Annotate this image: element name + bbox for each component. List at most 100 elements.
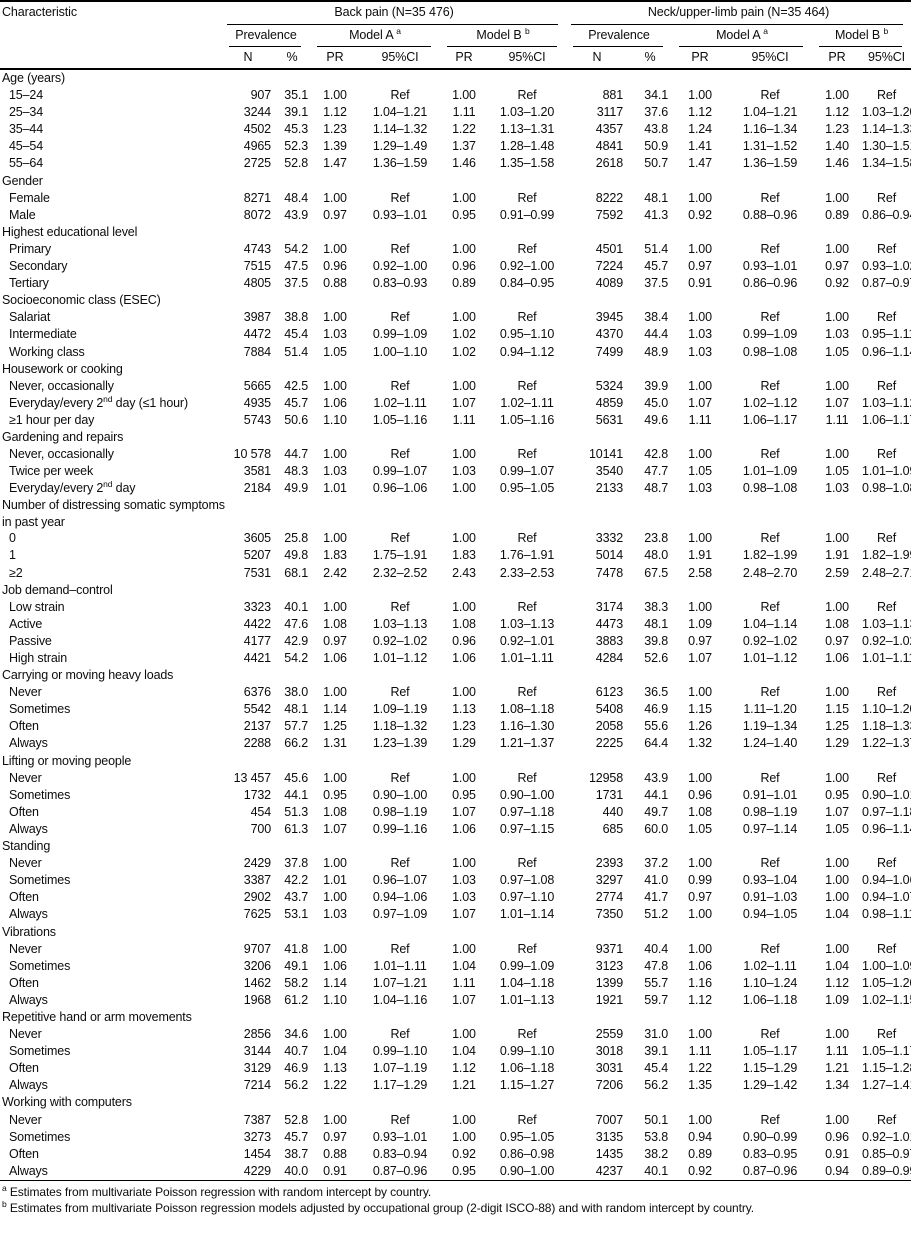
value-cell: 1.01–1.12 xyxy=(742,651,798,665)
section-label: Job demand–control xyxy=(2,582,113,597)
value-cell: 1.13 xyxy=(452,702,476,717)
value-cell: 49.8 xyxy=(284,548,308,563)
value-cell: 0.93–1.04 xyxy=(742,873,798,888)
col-header-pr: PR xyxy=(672,47,729,70)
value-cell: 1.00 xyxy=(323,1027,347,1042)
value-cell: 0.92–1.00 xyxy=(499,259,555,274)
value-cell: 1.16 xyxy=(688,975,712,990)
value-cell: 1.07 xyxy=(452,804,476,819)
value-cell: Ref xyxy=(760,531,780,546)
value-cell: 1.31 xyxy=(323,736,347,751)
value-cell: 1.03 xyxy=(452,464,476,479)
value-cell: 1.05–1.16 xyxy=(499,412,555,427)
value-cell: 1.11 xyxy=(452,975,476,990)
value-cell: 1.00 xyxy=(452,378,476,393)
value-cell: Ref xyxy=(390,190,410,205)
value-cell: 1.04 xyxy=(452,958,476,973)
row-label: Passive xyxy=(9,633,52,648)
row-label: Always xyxy=(9,1163,48,1178)
value-cell: 1.00 xyxy=(452,447,476,462)
table-row: Never, occasionally 5665 42.5 1.00 Ref 1.00 Re… xyxy=(0,378,911,395)
value-cell: 1.08 xyxy=(323,804,347,819)
value-cell: 1.03 xyxy=(825,327,849,342)
value-cell: 2.42 xyxy=(323,565,347,580)
value-cell: 42.9 xyxy=(284,633,308,648)
row-label: 15–24 xyxy=(9,88,44,103)
table-row: Often 454 51.3 1.08 0.98–1.19 1.07 0.97–1.18 44… xyxy=(0,804,911,821)
table-row: Always 7625 53.1 1.03 0.97–1.09 1.07 1.01–1.14… xyxy=(0,906,911,923)
value-cell: 0.96 xyxy=(825,1129,849,1144)
row-label: ≥2 xyxy=(9,565,23,580)
value-cell: 1.12 xyxy=(452,1061,476,1076)
value-cell: 3123 xyxy=(595,958,624,973)
value-cell: 2856 xyxy=(243,1027,271,1042)
value-cell: 9371 xyxy=(595,941,624,956)
value-cell: 0.94 xyxy=(688,1129,712,1144)
value-cell: Ref xyxy=(760,599,780,614)
row-label: Never xyxy=(9,770,42,785)
table-row: Active 4422 47.6 1.08 1.03–1.13 1.08 1.03–1.13… xyxy=(0,616,911,633)
table-row: Sometimes 3387 42.2 1.01 0.96–1.07 1.03 0.97–1… xyxy=(0,872,911,889)
value-cell: 1.00 xyxy=(825,241,849,256)
value-cell: 0.85–0.97 xyxy=(862,1146,911,1161)
value-cell: 1.17–1.29 xyxy=(372,1078,428,1093)
value-cell: 43.9 xyxy=(644,770,669,785)
value-cell: 13 457 xyxy=(233,770,271,785)
value-cell: 51.3 xyxy=(284,804,308,819)
value-cell: 52.8 xyxy=(284,156,308,171)
value-cell: 1.47 xyxy=(323,156,347,171)
value-cell: 3387 xyxy=(243,873,271,888)
value-cell: 38.0 xyxy=(284,685,308,700)
value-cell: Ref xyxy=(390,770,410,785)
value-cell: 1.15–1.28 xyxy=(862,1061,911,1076)
value-cell: 1.83 xyxy=(323,548,347,563)
value-cell: 0.97–1.15 xyxy=(499,821,555,836)
value-cell: 1.00 xyxy=(688,685,712,700)
value-cell: 1.00 xyxy=(452,481,476,496)
value-cell: 37.5 xyxy=(284,276,308,291)
value-cell: 1.00 xyxy=(323,531,347,546)
row-label: Often xyxy=(9,890,39,905)
value-cell: 1.30–1.51 xyxy=(862,139,911,154)
value-cell: Ref xyxy=(760,1027,780,1042)
row-label: Often xyxy=(9,804,39,819)
value-cell: 67.5 xyxy=(644,565,669,580)
value-cell: 0.92 xyxy=(825,276,849,291)
table-row: Low strain 3323 40.1 1.00 Ref 1.00 Ref 3174 38.3… xyxy=(0,599,911,616)
row-label: Often xyxy=(9,719,39,734)
value-cell: 3605 xyxy=(243,531,271,546)
value-cell: 2288 xyxy=(243,736,271,751)
value-cell: 1.02–1.11 xyxy=(500,395,554,410)
value-cell: 2559 xyxy=(595,1027,624,1042)
value-cell: 1.00 xyxy=(688,856,712,871)
value-cell: 48.1 xyxy=(644,190,669,205)
value-cell: 1.04 xyxy=(323,1044,347,1059)
value-cell: 0.97 xyxy=(688,890,712,905)
value-cell: 1.06 xyxy=(688,958,712,973)
value-cell: Ref xyxy=(877,531,897,546)
value-cell: 45.7 xyxy=(284,395,308,410)
value-cell: 0.97 xyxy=(323,633,347,648)
row-label: 55–64 xyxy=(9,156,44,171)
value-cell: 1.12 xyxy=(825,975,849,990)
value-cell: 0.92–1.02 xyxy=(742,633,798,648)
value-cell: 0.91 xyxy=(688,276,712,291)
value-cell: 0.88 xyxy=(323,276,347,291)
value-cell: 1.10 xyxy=(323,992,347,1007)
value-cell: 1.28–1.48 xyxy=(499,139,555,154)
value-cell: 1.06 xyxy=(452,651,476,665)
value-cell: 1.00 xyxy=(452,770,476,785)
value-cell: 440 xyxy=(602,804,624,819)
value-cell: 7214 xyxy=(243,1078,271,1093)
value-cell: 1.39 xyxy=(323,139,347,154)
value-cell: 53.8 xyxy=(644,1129,669,1144)
value-cell: 4370 xyxy=(595,327,624,342)
value-cell: 46.9 xyxy=(644,702,669,717)
row-label: High strain xyxy=(9,651,68,665)
value-cell: 1.07 xyxy=(688,651,712,665)
value-cell: Ref xyxy=(390,685,410,700)
value-cell: Ref xyxy=(390,378,410,393)
value-cell: 1.01–1.09 xyxy=(742,464,798,479)
value-cell: Ref xyxy=(877,1027,897,1042)
value-cell: Ref xyxy=(390,1027,410,1042)
